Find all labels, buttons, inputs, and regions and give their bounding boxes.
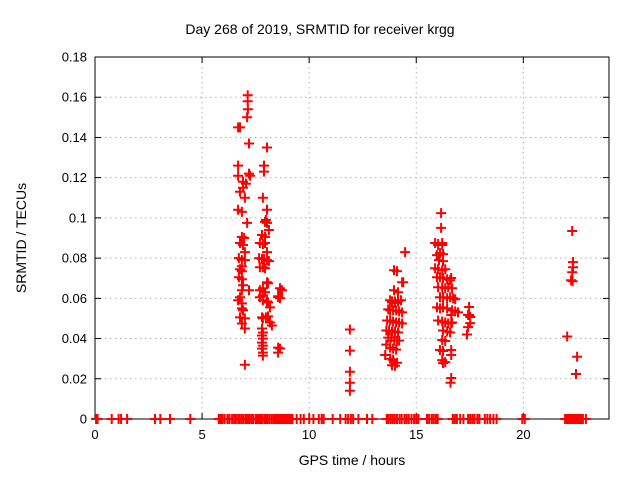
axis-ticks [94, 56, 609, 420]
x-tick-label: 10 [302, 427, 316, 442]
y-tick-label: 0.08 [62, 251, 87, 266]
chart-title: Day 268 of 2019, SRMTID for receiver krg… [185, 21, 455, 37]
y-tick-label: 0.14 [62, 130, 87, 145]
y-tick-label: 0.18 [62, 50, 87, 65]
x-tick-label: 20 [516, 427, 530, 442]
y-tick-label: 0 [80, 412, 87, 427]
baseline-points [91, 414, 591, 424]
y-tick-label: 0.06 [62, 291, 87, 306]
y-tick-label: 0.1 [69, 210, 87, 225]
x-tick-label: 5 [198, 427, 205, 442]
y-tick-label: 0.04 [62, 331, 87, 346]
x-tick-label: 0 [91, 427, 98, 442]
y-tick-label: 0.12 [62, 170, 87, 185]
y-tick-label: 0.02 [62, 371, 87, 386]
grid-lines [95, 57, 609, 419]
scatter-points [233, 90, 583, 396]
plot-border [94, 56, 610, 420]
y-tick-label: 0.16 [62, 90, 87, 105]
x-tick-label: 15 [409, 427, 423, 442]
x-axis-label: GPS time / hours [298, 452, 406, 468]
